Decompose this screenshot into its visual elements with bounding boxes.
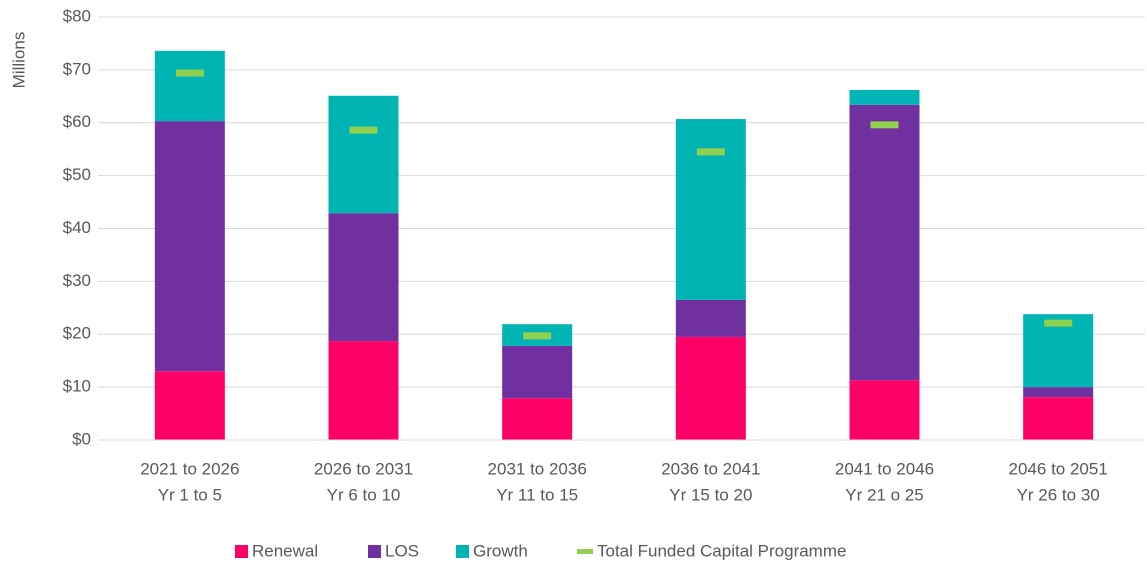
bar-segment [502, 345, 573, 399]
x-tick-label: 2046 to 2051 [1009, 459, 1108, 478]
bar-segment [1023, 397, 1094, 440]
x-tick-label: Yr 11 to 15 [496, 485, 578, 504]
x-tick-label: 2026 to 2031 [314, 459, 413, 478]
total-marker [349, 126, 378, 134]
bar-segment [849, 89, 920, 105]
legend-label: Renewal [252, 541, 318, 560]
bar-segment [502, 398, 573, 440]
bar-segment [328, 341, 399, 440]
x-tick-label: Yr 1 to 5 [158, 485, 222, 504]
bar-segment [849, 380, 920, 440]
legend-swatch [235, 545, 248, 558]
total-marker [175, 69, 204, 77]
y-tick-label: $50 [63, 165, 91, 184]
y-tick-label: $10 [63, 377, 91, 396]
bar-segment [1023, 387, 1094, 398]
bar-segment [675, 336, 746, 440]
legend-label: Growth [473, 541, 528, 560]
x-tick-label: Yr 26 to 30 [1017, 485, 1100, 504]
y-tick-label: $40 [63, 218, 91, 237]
legend-label: LOS [385, 541, 419, 560]
bar-segment [154, 121, 225, 372]
bar-segment [328, 95, 399, 214]
total-marker [523, 332, 552, 340]
x-tick-label: Yr 6 to 10 [327, 485, 401, 504]
y-tick-label: $80 [63, 6, 91, 25]
bar-segment [849, 104, 920, 381]
y-tick-label: $0 [72, 429, 91, 448]
x-tick-label: 2036 to 2041 [661, 459, 760, 478]
total-marker [696, 148, 725, 156]
bar-segment [154, 371, 225, 440]
x-tick-label: Yr 21 o 25 [845, 485, 923, 504]
x-tick-label: 2031 to 2036 [488, 459, 587, 478]
legend-label: Total Funded Capital Programme [597, 541, 846, 560]
bar-segment [675, 119, 746, 300]
bar-segment [154, 50, 225, 122]
x-tick-label: 2021 to 2026 [140, 459, 239, 478]
y-tick-label: $30 [63, 271, 91, 290]
y-axis-label: Millions [9, 32, 28, 89]
total-marker [870, 121, 899, 129]
total-marker [1044, 319, 1073, 327]
bar-segment [328, 213, 399, 342]
x-tick-label: 2041 to 2046 [835, 459, 934, 478]
legend-swatch [577, 549, 593, 554]
bar-segment [675, 299, 746, 337]
y-tick-label: $20 [63, 324, 91, 343]
y-tick-label: $70 [63, 59, 91, 78]
legend-swatch [368, 545, 381, 558]
y-tick-label: $60 [63, 112, 91, 131]
legend-swatch [456, 545, 469, 558]
x-tick-label: Yr 15 to 20 [669, 485, 752, 504]
